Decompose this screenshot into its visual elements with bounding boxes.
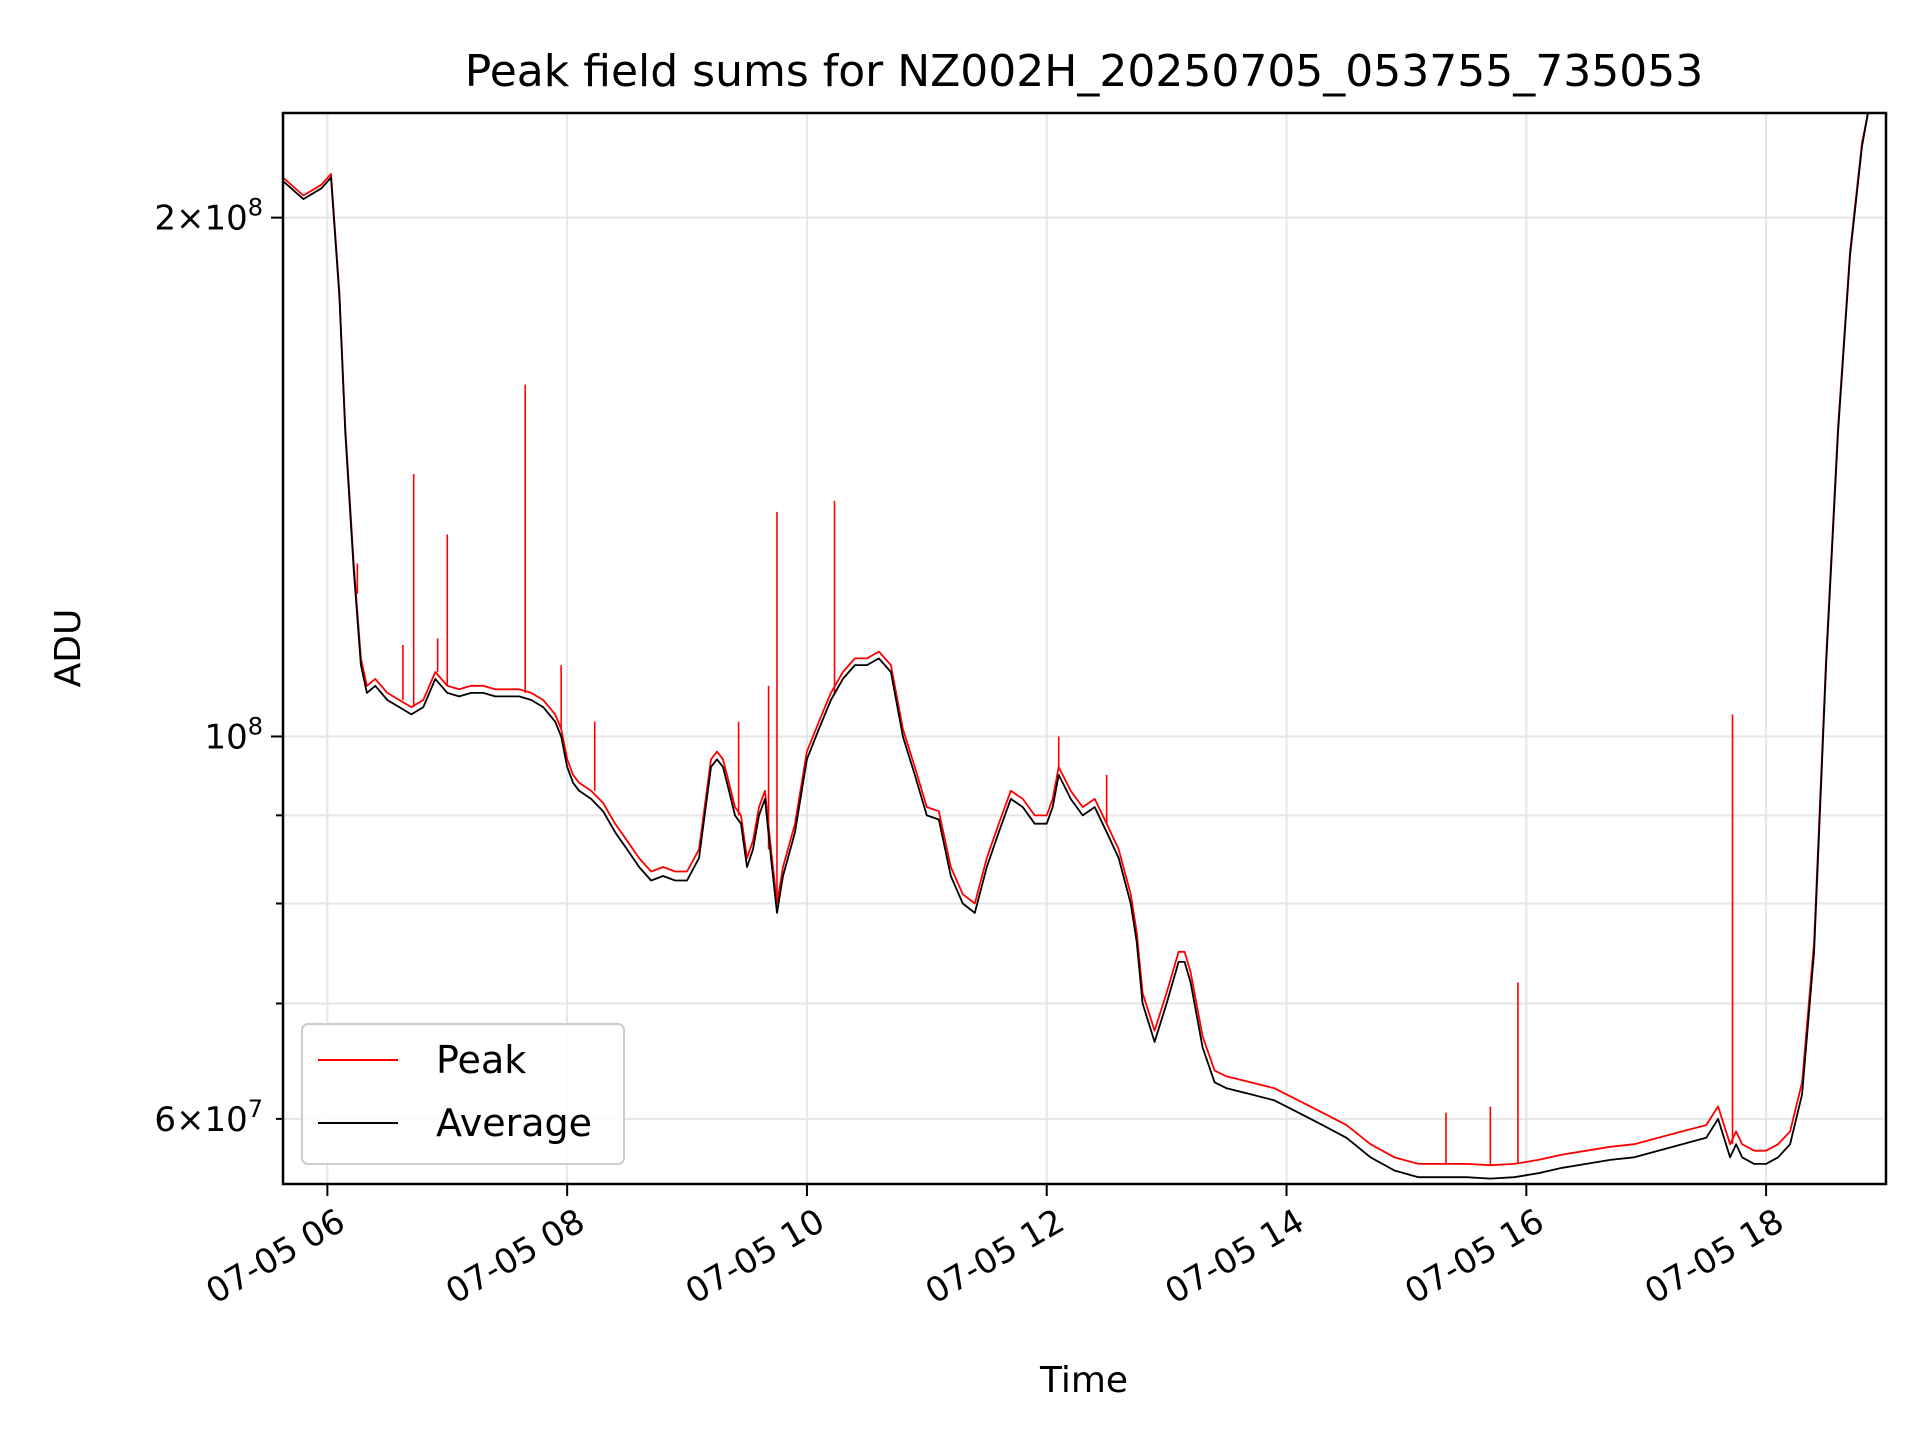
series-line-average xyxy=(283,113,1886,1180)
y-tick-label: 6×107 xyxy=(154,1095,263,1140)
x-tick-label: 07-05 14 xyxy=(1159,1201,1311,1312)
plot-frame xyxy=(281,111,1888,1186)
x-axis: 07-05 06 07-05 08 07-05 10 07-05 12 07-05 14… xyxy=(199,1184,1791,1312)
x-tick-label: 07-05 10 xyxy=(679,1201,831,1312)
y-tick-label: 108 xyxy=(204,712,263,757)
chart-title: Peak field sums for NZ002H_20250705_0537… xyxy=(465,46,1703,97)
plot-series xyxy=(283,113,1886,1180)
grid xyxy=(283,113,1886,1184)
x-tick-label: 07-05 08 xyxy=(439,1201,591,1312)
x-tick-label: 07-05 06 xyxy=(199,1201,351,1312)
y-tick-label: 2×108 xyxy=(154,194,263,239)
series-line-peak xyxy=(283,113,1886,1167)
y-axis-label: ADU xyxy=(48,609,89,688)
legend-label-peak: Peak xyxy=(436,1038,526,1082)
x-axis-label: Time xyxy=(1039,1360,1128,1401)
x-tick-label: 07-05 18 xyxy=(1638,1201,1790,1312)
legend-label-average: Average xyxy=(436,1101,592,1145)
legend: Peak Average xyxy=(301,1023,625,1165)
x-tick-label: 07-05 16 xyxy=(1398,1201,1550,1312)
y-axis: 2×108 108 6×107 xyxy=(154,194,283,1140)
x-tick-label: 07-05 12 xyxy=(919,1201,1071,1312)
